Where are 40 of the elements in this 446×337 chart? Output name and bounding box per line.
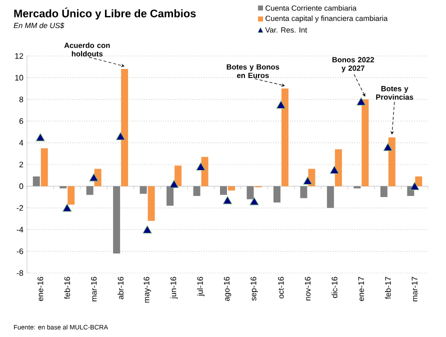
point bbox=[142, 225, 152, 234]
point bbox=[196, 162, 206, 171]
bar bbox=[334, 149, 342, 186]
point bbox=[116, 132, 126, 140]
bar bbox=[174, 166, 182, 186]
point bbox=[169, 180, 179, 188]
bar bbox=[300, 186, 308, 198]
bar bbox=[113, 186, 120, 254]
point bbox=[356, 97, 366, 106]
bar bbox=[148, 186, 155, 221]
point bbox=[410, 182, 420, 190]
bar bbox=[201, 156, 208, 186]
bar bbox=[362, 99, 369, 186]
bar bbox=[388, 137, 396, 186]
bar bbox=[68, 186, 75, 205]
bar bbox=[228, 186, 236, 191]
bar bbox=[193, 186, 200, 196]
point bbox=[276, 100, 286, 109]
bar bbox=[40, 148, 48, 186]
point bbox=[36, 133, 45, 142]
point bbox=[89, 173, 98, 182]
point bbox=[330, 166, 340, 174]
bar bbox=[380, 186, 388, 198]
bar bbox=[86, 186, 94, 195]
bar bbox=[220, 186, 228, 195]
bar bbox=[246, 186, 254, 200]
bar bbox=[121, 69, 128, 186]
point bbox=[303, 176, 312, 185]
bar bbox=[140, 186, 147, 194]
bar bbox=[32, 176, 40, 186]
chart-title: Mercado Único y Libre de Cambios bbox=[14, 8, 196, 20]
point bbox=[383, 142, 393, 152]
point bbox=[222, 196, 232, 204]
point bbox=[250, 197, 259, 206]
point bbox=[62, 204, 72, 212]
bar bbox=[166, 186, 174, 206]
bar bbox=[273, 186, 280, 202]
bar bbox=[281, 88, 288, 186]
bar bbox=[415, 176, 422, 186]
bar bbox=[326, 186, 334, 208]
